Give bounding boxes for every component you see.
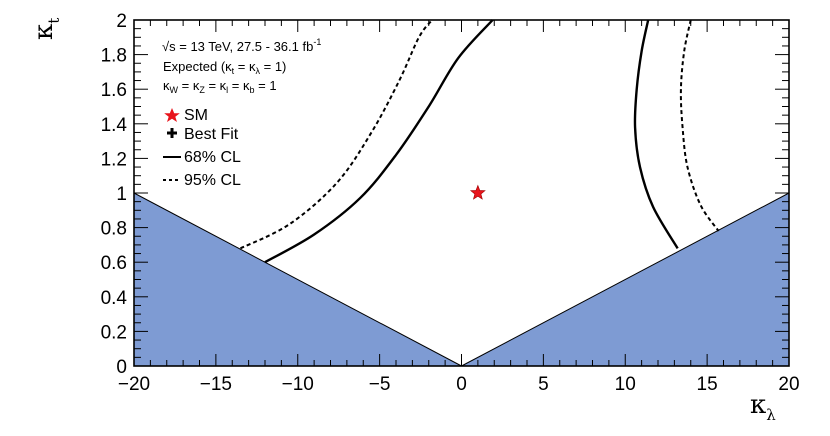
contour-68cl-1 [633, 19, 679, 249]
y-tick-label: 0.6 [101, 253, 127, 274]
y-tick-label: 0.4 [101, 288, 128, 309]
y-axis-subscript: t [45, 18, 63, 24]
couplings-annotation: κW = κZ = κl = κb = 1 [163, 78, 277, 95]
y-tick-label: 0.2 [101, 322, 127, 343]
x-tick-labels: −20 −15 −10 −5 0 5 10 15 20 [118, 374, 800, 395]
x-axis-subscript: λ [766, 406, 776, 424]
energy-annotation: √s = 13 TeV, 27.5 - 36.1 fb-1 [162, 37, 321, 54]
excluded-region-right [461, 192, 790, 367]
y-tick-label: 1.2 [101, 149, 127, 170]
energy-annotation-text: √s = 13 TeV, 27.5 - 36.1 fb [162, 39, 313, 54]
x-tick-label: 5 [538, 374, 549, 395]
y-tick-label: 1 [116, 184, 127, 205]
contour-95cl-2 [239, 19, 433, 250]
legend: SM Best Fit 68% CL 95% CL [163, 107, 241, 189]
sm-point [469, 184, 486, 200]
y-axis-title: κt [29, 18, 63, 40]
x-tick-label: −10 [282, 374, 314, 395]
y-tick-labels: 0 0.2 0.4 0.6 0.8 1 1.2 1.4 1.6 1.8 2 [101, 11, 128, 378]
x-tick-label: 15 [697, 374, 718, 395]
x-tick-label: 20 [778, 374, 799, 395]
legend-sm-star-icon [164, 108, 180, 122]
y-tick-label: 1.6 [101, 80, 127, 101]
y-tick-label: 0.8 [101, 219, 127, 240]
x-tick-label: 10 [615, 374, 636, 395]
contour-lines [239, 19, 720, 264]
legend-95-label: 95% CL [184, 172, 241, 189]
y-tick-label: 2 [116, 11, 127, 32]
y-tick-label: 1.8 [101, 46, 127, 67]
legend-sm-label: SM [184, 107, 208, 124]
contour-95cl-3 [679, 19, 720, 232]
legend-68-label: 68% CL [184, 149, 241, 166]
expected-annotation: Expected (κt = κλ = 1) [163, 59, 286, 76]
sm-star-icon [469, 184, 486, 200]
x-tick-label: −5 [369, 374, 391, 395]
axis-ticks [133, 19, 790, 367]
legend-bestfit-cross-icon [167, 128, 177, 138]
y-tick-label: 1.4 [101, 115, 128, 136]
energy-annotation-sup: -1 [313, 37, 321, 47]
x-tick-label: 0 [456, 374, 467, 395]
x-tick-label: −20 [118, 374, 150, 395]
x-axis-title: κλ [750, 390, 776, 424]
legend-bestfit-label: Best Fit [184, 126, 239, 143]
y-tick-label: 0 [116, 357, 127, 378]
x-tick-label: −15 [200, 374, 232, 395]
contour-68cl-0 [264, 19, 494, 264]
excluded-region [133, 192, 790, 367]
